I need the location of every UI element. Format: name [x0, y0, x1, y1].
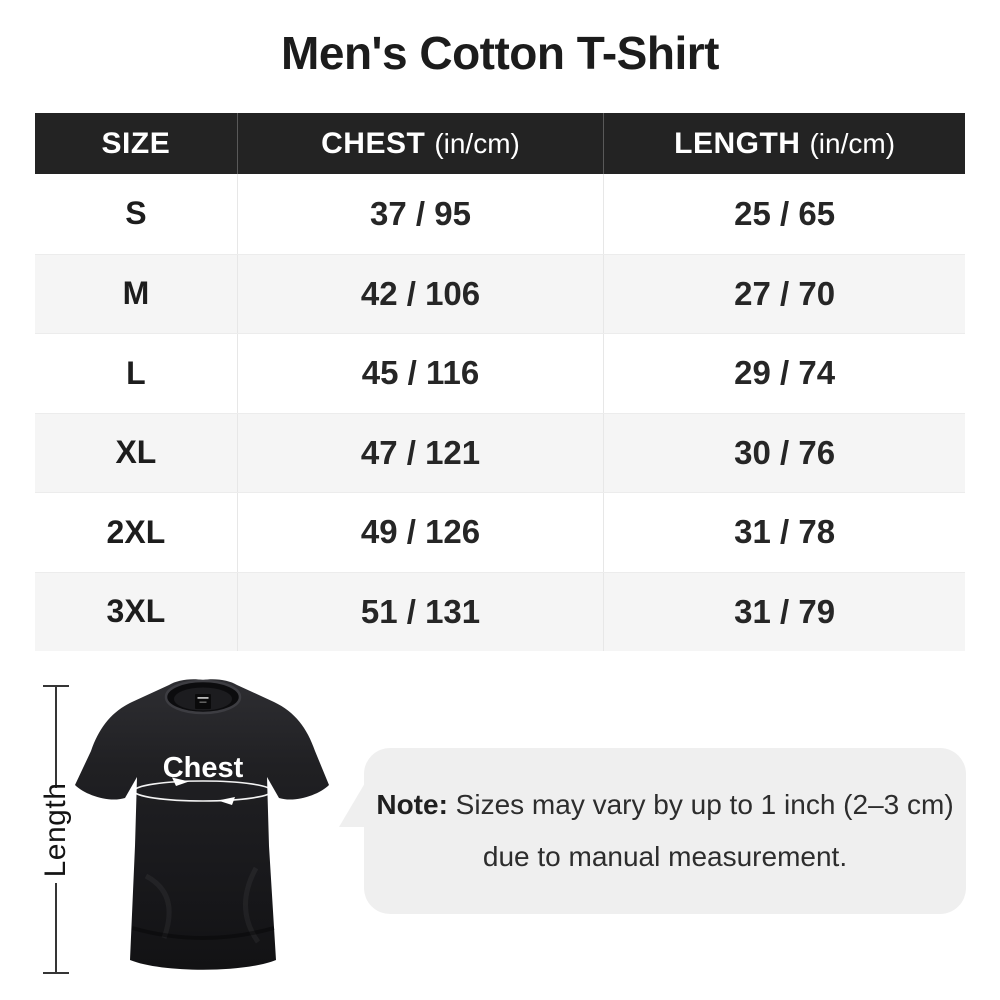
size-cell: 2XL	[106, 513, 166, 550]
size-cell: S	[125, 195, 147, 232]
table-row-s: S 37 / 95 25 / 65	[35, 174, 965, 254]
table-row-2xl: 2XL 49 / 126 31 / 78	[35, 492, 965, 572]
header-chest-unit: (in/cm)	[434, 127, 520, 159]
chest-arrow-right	[172, 777, 189, 786]
chest-arrow-left	[218, 797, 235, 805]
length-cell: 30 / 76	[603, 413, 965, 492]
size-table: SIZE CHEST (in/cm) LENGTH (in/cm) S 37 /…	[35, 113, 965, 651]
note-text-line2: due to manual measurement.	[482, 841, 848, 872]
chest-cell: 42 / 106	[236, 254, 603, 333]
size-cell: L	[126, 354, 146, 391]
chest-cell: 37 / 95	[236, 174, 603, 254]
length-cap-top	[43, 685, 69, 687]
length-measure-indicator: Length	[39, 685, 72, 974]
size-cell: M	[122, 275, 150, 312]
table-row-m: M 42 / 106 27 / 70	[35, 253, 965, 333]
neck-label	[195, 694, 211, 709]
length-line-top	[55, 687, 57, 788]
table-row-xl: XL 47 / 121 30 / 76	[35, 412, 965, 492]
note-prefix: Note:	[376, 789, 448, 820]
length-cell: 31 / 79	[603, 572, 965, 651]
note-bubble: Note: Sizes may vary by up to 1 inch (2–…	[339, 748, 966, 914]
table-row-3xl: 3XL 51 / 131 31 / 79	[35, 571, 965, 651]
header-chest: CHEST (in/cm)	[236, 113, 603, 174]
page-title: Men's Cotton T-Shirt	[281, 27, 719, 79]
note-text-line1: Note: Sizes may vary by up to 1 inch (2–…	[376, 791, 953, 819]
length-line-bottom	[55, 883, 57, 972]
header-size: SIZE	[35, 113, 237, 174]
chest-measure-ellipse	[133, 780, 273, 802]
size-cell: 3XL	[106, 593, 166, 630]
length-cell: 31 / 78	[603, 493, 965, 572]
header-size-label: SIZE	[101, 126, 171, 160]
chest-cell: 45 / 116	[236, 334, 603, 413]
length-cell: 25 / 65	[603, 174, 965, 254]
chest-cell: 47 / 121	[236, 413, 603, 492]
length-cell: 27 / 70	[603, 254, 965, 333]
chest-cell: 49 / 126	[236, 493, 603, 572]
length-cap-bottom	[43, 972, 69, 974]
header-length-unit: (in/cm)	[809, 127, 896, 159]
tshirt-body	[75, 679, 329, 970]
header-length: LENGTH (in/cm)	[603, 113, 965, 174]
header-length-label: LENGTH	[674, 126, 801, 160]
size-cell: XL	[115, 434, 157, 471]
length-cell: 29 / 74	[603, 334, 965, 413]
note-bubble-tail	[339, 783, 365, 827]
chest-cell: 51 / 131	[236, 572, 603, 651]
header-chest-label: CHEST	[321, 126, 426, 160]
note-body: Sizes may vary by up to 1 inch (2–3 cm)	[447, 789, 954, 820]
table-row-l: L 45 / 116 29 / 74	[35, 333, 965, 413]
table-header: SIZE CHEST (in/cm) LENGTH (in/cm)	[35, 113, 965, 174]
tshirt-image: Chest	[75, 679, 329, 970]
